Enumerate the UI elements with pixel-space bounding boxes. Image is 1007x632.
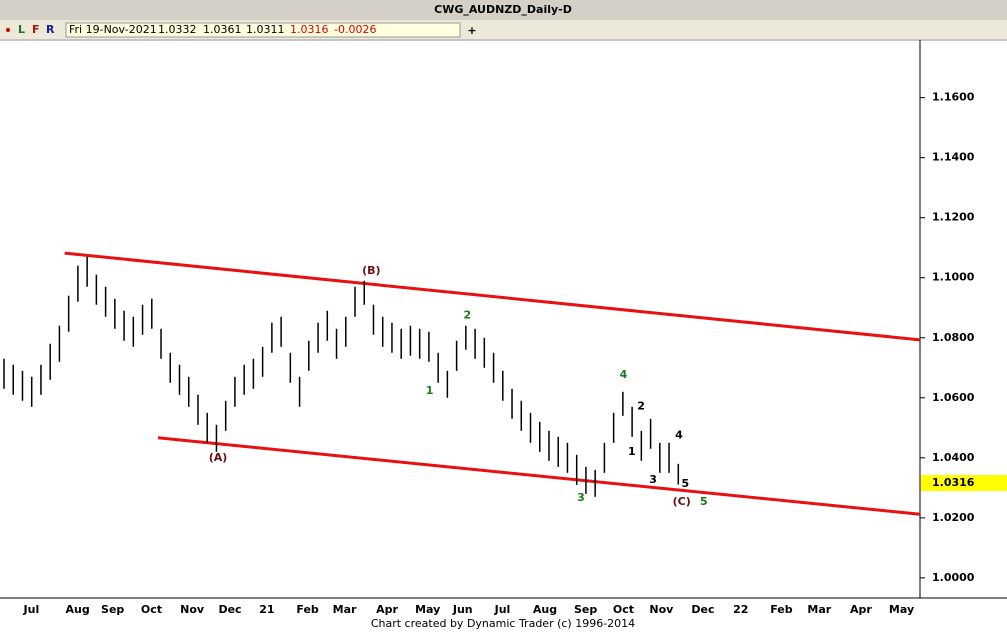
last-price-box xyxy=(921,475,1007,492)
x-tick-label: Sep xyxy=(574,603,597,616)
button-f[interactable]: F xyxy=(32,23,40,36)
bar-low: 1.0311 xyxy=(246,23,285,36)
x-tick-label: Mar xyxy=(333,603,357,616)
x-tick-label: 21 xyxy=(259,603,274,616)
x-tick-label: May xyxy=(889,603,914,616)
bar-date: Fri 19-Nov-2021 xyxy=(69,23,157,36)
wave-label: 2 xyxy=(464,309,472,322)
wave-label: 4 xyxy=(620,368,628,381)
wave-label: 5 xyxy=(682,477,690,490)
wave-label: 1 xyxy=(628,445,636,458)
wave-label: (B) xyxy=(362,264,380,277)
x-tick-label: Mar xyxy=(807,603,831,616)
bar-open: 1.0332 xyxy=(158,23,197,36)
y-tick-label: 1.0000 xyxy=(932,571,975,584)
x-tick-label: Nov xyxy=(180,603,205,616)
channel-line xyxy=(157,436,921,516)
x-tick-label: Jul xyxy=(494,603,511,616)
info-box xyxy=(65,22,461,38)
button-l[interactable]: L xyxy=(18,23,25,36)
x-tick-label: Feb xyxy=(296,603,319,616)
x-tick-label: Dec xyxy=(691,603,714,616)
bar-close: 1.0316 xyxy=(290,23,329,36)
window-title: CWG_AUDNZD_Daily-D xyxy=(434,3,572,16)
x-tick-label: Jul xyxy=(23,603,40,616)
wave-label: (C) xyxy=(673,495,691,508)
wave-label: 4 xyxy=(675,429,683,442)
x-tick-label: Jun xyxy=(452,603,473,616)
y-tick-label: 1.0200 xyxy=(932,511,975,524)
wave-label: 5 xyxy=(700,495,708,508)
x-tick-label: 22 xyxy=(733,603,748,616)
x-tick-label: Aug xyxy=(65,603,89,616)
wave-label: 3 xyxy=(649,473,657,486)
bar-high: 1.0361 xyxy=(203,23,242,36)
footer: Chart created by Dynamic Trader (c) 1996… xyxy=(371,617,635,630)
y-tick-label: 1.1600 xyxy=(932,91,975,104)
x-tick-label: Oct xyxy=(613,603,634,616)
y-tick-label: 1.0600 xyxy=(932,391,975,404)
bar-change: -0.0026 xyxy=(334,23,376,36)
x-tick-label: Oct xyxy=(141,603,162,616)
last-price-label: 1.0316 xyxy=(932,476,975,489)
y-tick-label: 1.1000 xyxy=(932,271,975,284)
title-bar xyxy=(0,0,1007,20)
x-tick-label: Apr xyxy=(850,603,872,616)
wave-label: 1 xyxy=(426,384,434,397)
button-r[interactable]: R xyxy=(46,23,55,36)
wave-label: (A) xyxy=(209,451,228,464)
add-button[interactable]: + xyxy=(467,24,476,37)
wave-label: 3 xyxy=(577,491,585,504)
y-tick-label: 1.1400 xyxy=(932,151,975,164)
x-tick-label: Aug xyxy=(533,603,557,616)
status-dot xyxy=(6,28,10,32)
x-tick-label: Feb xyxy=(770,603,793,616)
y-tick-label: 1.0800 xyxy=(932,331,975,344)
x-tick-label: Dec xyxy=(218,603,241,616)
wave-label: 2 xyxy=(637,399,645,412)
x-tick-label: Nov xyxy=(649,603,674,616)
y-tick-label: 1.0400 xyxy=(932,451,975,464)
channel-line xyxy=(64,251,921,342)
x-tick-label: May xyxy=(415,603,440,616)
x-tick-label: Sep xyxy=(101,603,124,616)
x-tick-label: Apr xyxy=(376,603,398,616)
y-tick-label: 1.1200 xyxy=(932,211,975,224)
